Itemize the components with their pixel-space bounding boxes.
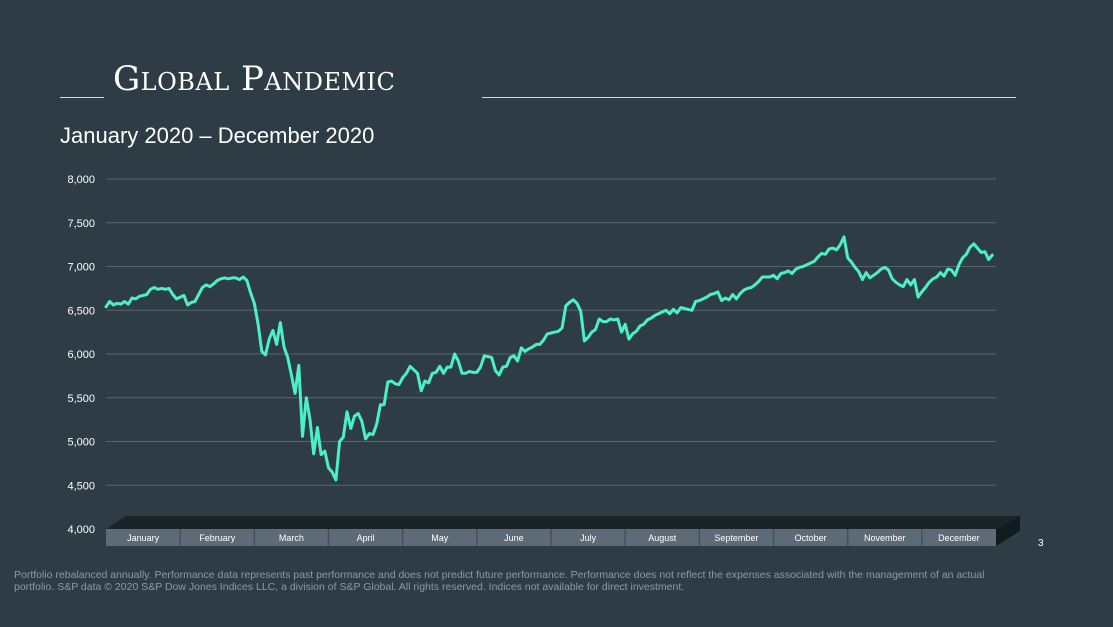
y-tick-label: 5,000 [67,437,95,449]
line-chart: 4,000 4,500 5,000 5,500 6,000 6,500 7,000 7,500… [67,174,1020,546]
x-tick-label: September [714,533,758,543]
title-rule-right [482,97,1016,98]
chart-floor-top [106,516,1020,529]
x-tick-label: January [127,533,160,543]
x-tick-label: December [938,533,980,543]
x-tick-label: March [279,533,304,543]
slide-subtitle: January 2020 – December 2020 [60,123,375,148]
chart-floor-side [996,516,1020,546]
y-tick-label: 6,000 [67,349,95,361]
x-tick-label: November [864,533,906,543]
x-tick-label: April [357,533,375,543]
y-tick-label: 4,500 [67,480,95,492]
x-tick-label: October [795,533,827,543]
y-tick-label: 5,500 [67,393,95,405]
title-row: Global Pandemic [60,58,1016,100]
y-tick-label: 4,000 [67,524,95,536]
x-axis-labels: January February March April May June July Augu… [127,529,980,546]
x-tick-label: May [431,533,449,543]
chart-series [104,235,994,482]
series-line [104,235,994,482]
chart-gridlines [106,178,996,486]
y-tick-label: 7,500 [67,218,95,230]
slide-title: Global Pandemic [113,59,396,99]
y-axis-labels: 4,000 4,500 5,000 5,500 6,000 6,500 7,000 7,500… [67,174,95,536]
y-tick-label: 6,500 [67,305,95,317]
x-tick-label: June [504,533,524,543]
x-tick-label: February [199,533,236,543]
title-rule-left [60,97,104,98]
y-tick-label: 7,000 [67,262,95,274]
page-number: 3 [1038,538,1044,549]
x-tick-label: July [580,533,597,543]
footnote: Portfolio rebalanced annually. Performan… [14,569,985,593]
y-tick-label: 8,000 [67,174,95,186]
x-tick-label: August [648,533,677,543]
